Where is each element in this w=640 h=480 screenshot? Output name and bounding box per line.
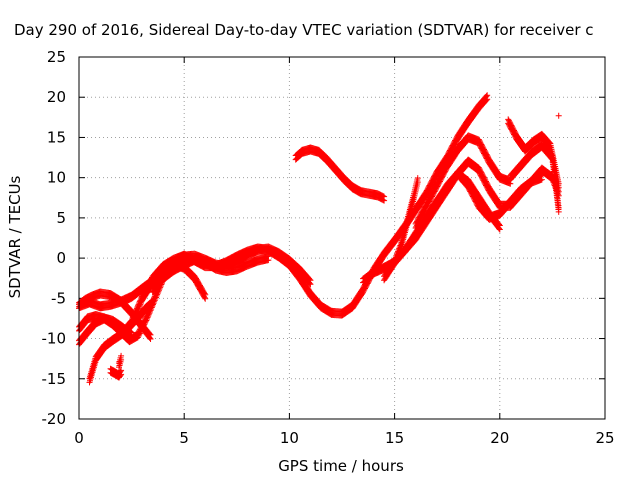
data-point xyxy=(483,93,490,100)
y-tick-label: 10 xyxy=(47,169,66,187)
data-point xyxy=(555,112,562,119)
x-tick-label: 20 xyxy=(490,429,509,447)
data-point xyxy=(146,330,153,337)
y-tick-label: -15 xyxy=(42,370,67,388)
data-point xyxy=(265,253,272,260)
x-tick-label: 25 xyxy=(595,429,614,447)
data-point xyxy=(147,331,154,338)
y-tick-label: 0 xyxy=(56,249,66,267)
chart-title: Day 290 of 2016, Sidereal Day-to-day VTE… xyxy=(14,21,594,39)
data-point xyxy=(202,291,209,298)
data-point xyxy=(484,92,491,99)
plot-frame xyxy=(78,56,606,420)
data-point xyxy=(118,367,125,374)
x-tick-label: 0 xyxy=(74,429,84,447)
grid xyxy=(79,57,605,419)
data-point xyxy=(149,297,156,304)
data-point xyxy=(148,298,155,305)
data-points xyxy=(76,92,562,386)
data-point xyxy=(118,352,125,359)
x-tick-label: 15 xyxy=(385,429,404,447)
x-tick-label: 10 xyxy=(280,429,299,447)
x-tick-label: 5 xyxy=(179,429,189,447)
data-point xyxy=(128,329,135,336)
axis-ticks: 0 5 10 15 20 25 -20 -15 -10 -5 0 5 10 15 20 25 xyxy=(42,48,615,447)
y-tick-label: -20 xyxy=(42,410,67,428)
x-axis-label: GPS time / hours xyxy=(278,457,404,475)
y-tick-label: 5 xyxy=(56,209,66,227)
data-point xyxy=(117,368,124,375)
y-tick-label: 20 xyxy=(47,88,66,106)
y-tick-label: -10 xyxy=(42,330,67,348)
y-tick-label: 15 xyxy=(47,128,66,146)
y-tick-label: 25 xyxy=(47,48,66,66)
y-tick-label: -5 xyxy=(51,289,66,307)
y-axis-label: SDTVAR / TECUs xyxy=(6,175,24,298)
data-point xyxy=(201,290,208,297)
